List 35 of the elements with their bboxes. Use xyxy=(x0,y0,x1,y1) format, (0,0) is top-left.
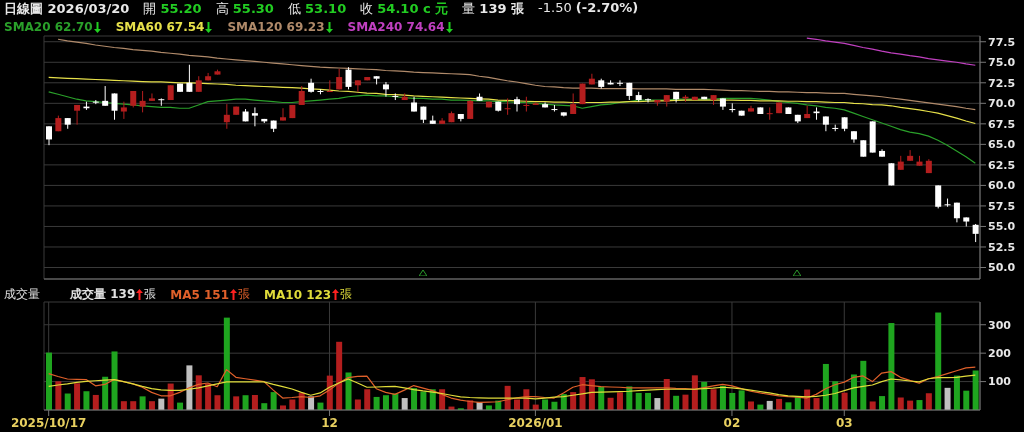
text: 高 55.30 xyxy=(215,0,274,18)
y-tick-label: 65.0 xyxy=(988,138,1016,152)
text: SMA120 69.23 xyxy=(227,20,325,34)
text: MA10 123 張 xyxy=(264,286,353,303)
y-tick-label: 77.5 xyxy=(988,35,1016,49)
x-tick-label: 12 xyxy=(321,415,338,430)
y-tick-label: 300 xyxy=(988,318,1012,332)
y-tick-label: 200 xyxy=(988,347,1012,361)
y-tick-label: 60.0 xyxy=(988,179,1016,193)
x-tick-label: 02 xyxy=(723,415,741,430)
text: 低 53.10 xyxy=(287,0,347,18)
text: MA5 151 張 xyxy=(170,286,251,303)
text: SMA60 67.54 xyxy=(115,20,205,34)
y-tick-label: 67.5 xyxy=(988,117,1016,131)
x-tick-label: 03 xyxy=(835,415,853,430)
text: SMA20 62.70 xyxy=(4,20,93,34)
y-tick-label: 72.5 xyxy=(988,76,1016,90)
text: 收 54.10 c 元 xyxy=(360,0,449,18)
text: 開 55.20 xyxy=(143,0,202,18)
text: -1.50 (-2.70%) xyxy=(538,0,639,17)
x-tick-label: 2026/01 xyxy=(508,415,563,430)
y-tick-label: 55.0 xyxy=(988,220,1016,234)
chart-title: 日線圖 2026/03/20 xyxy=(4,0,130,18)
text: SMA240 74.64 xyxy=(347,20,445,34)
text: 量 139 張 xyxy=(462,0,525,18)
y-tick-label: 57.5 xyxy=(988,199,1016,213)
y-tick-label: 52.5 xyxy=(988,240,1016,254)
y-tick-label: 70.0 xyxy=(988,97,1016,111)
chart-title: 成交量 xyxy=(4,286,40,303)
y-tick-label: 50.0 xyxy=(988,261,1016,275)
text: 成交量 139 張 xyxy=(70,286,157,303)
y-tick-label: 62.5 xyxy=(988,158,1016,172)
x-tick-label: 2025/10/17 xyxy=(10,415,87,430)
y-tick-label: 75.0 xyxy=(988,56,1016,70)
y-tick-label: 100 xyxy=(988,375,1012,389)
